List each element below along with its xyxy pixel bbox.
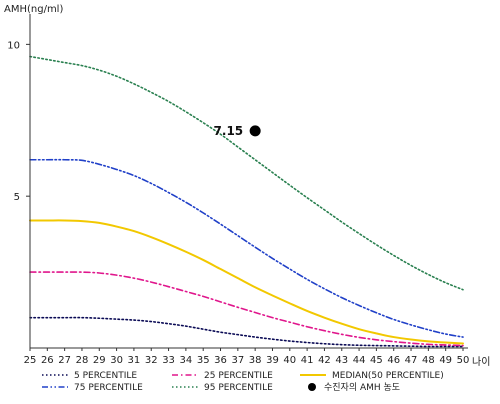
x-tick-label: 50 [457, 355, 470, 366]
legend-label-25-percentile: 25 PERCENTILE [204, 371, 273, 381]
legend-swatch-highlight-point [308, 383, 316, 391]
y-axis-title: AMH(ng/ml) [4, 4, 63, 15]
series-line-25-percentile [29, 271, 464, 347]
x-tick-label: 34 [180, 355, 193, 366]
highlight-point-label: 7.15 [214, 124, 244, 138]
series-line-5-percentile [29, 316, 464, 348]
x-tick-label: 29 [93, 355, 106, 366]
x-tick-label: 31 [128, 355, 141, 366]
x-tick-label: 32 [145, 355, 158, 366]
x-tick-label: 45 [370, 355, 383, 366]
x-tick-label: 28 [76, 355, 89, 366]
x-tick-label: 40 [283, 355, 296, 366]
x-tick-label: 38 [249, 355, 262, 366]
x-tick-label: 47 [405, 355, 418, 366]
x-tick-label: 48 [422, 355, 435, 366]
x-tick-label: 33 [162, 355, 175, 366]
legend: 5 PERCENTILE 25 PERCENTILE MEDIAN(50 PERCE… [42, 371, 444, 393]
x-tick-label: 46 [387, 355, 400, 366]
axes-group [29, 14, 468, 349]
x-tick-label: 42 [318, 355, 331, 366]
highlight-point-group: 7.15 [214, 124, 261, 138]
x-tick-group: 25 26 27 28 29 30 31 32 33 34 35 36 37 38 39 40 41 42 43 44… [24, 348, 470, 366]
legend-label-5-percentile: 5 PERCENTILE [74, 371, 137, 381]
series-line-95-percentile [29, 55, 464, 291]
y-tick-label: 10 [7, 40, 20, 51]
legend-label-highlight-point: 수진자의 AMH 농도 [324, 382, 400, 393]
legend-label-75-percentile: 75 PERCENTILE [74, 383, 143, 393]
x-tick-label: 36 [214, 355, 227, 366]
series-line-median-50-percentile [29, 219, 464, 345]
y-tick-group: 5 10 [7, 40, 30, 203]
x-tick-label: 41 [301, 355, 314, 366]
x-tick-label: 26 [41, 355, 54, 366]
x-tick-label: 30 [110, 355, 123, 366]
x-tick-label: 43 [335, 355, 348, 366]
y-tick-label: 5 [14, 192, 20, 203]
x-tick-label: 37 [231, 355, 244, 366]
highlight-point [249, 125, 261, 137]
x-tick-label: 25 [24, 355, 37, 366]
x-axis-title: 나이 [472, 356, 490, 368]
x-tick-label: 27 [58, 355, 71, 366]
x-tick-label: 49 [439, 355, 452, 366]
x-tick-label: 44 [353, 355, 366, 366]
x-tick-label: 39 [266, 355, 279, 366]
series-line-75-percentile [29, 158, 464, 338]
x-tick-label: 35 [197, 355, 210, 366]
legend-label-median-50-percentile: MEDIAN(50 PERCENTILE) [332, 371, 444, 381]
legend-label-95-percentile: 95 PERCENTILE [204, 383, 273, 393]
series-line-group [29, 55, 464, 348]
